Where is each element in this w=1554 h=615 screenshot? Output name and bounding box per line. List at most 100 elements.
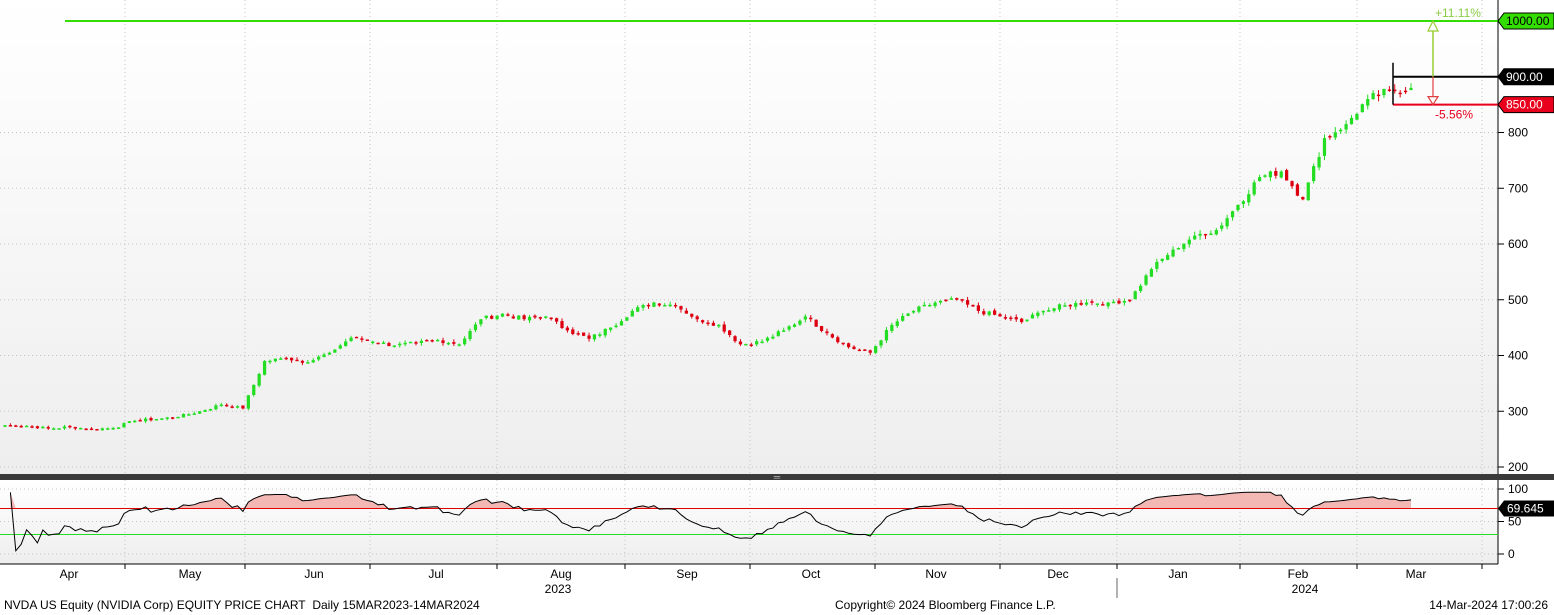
candle-body [122, 423, 126, 428]
candle-body [143, 418, 148, 422]
candle-body [381, 342, 386, 344]
candle-body [1290, 181, 1294, 187]
candle-body [192, 413, 196, 415]
rsi-overbought-fill [10, 492, 1411, 509]
candle-body [625, 317, 629, 321]
candle-body [1371, 93, 1375, 100]
candle-body [1306, 182, 1310, 201]
candle-body [1317, 157, 1321, 168]
candle-body [533, 315, 537, 318]
candle-body [246, 395, 250, 409]
panel-divider-grip[interactable]: ═ [773, 472, 781, 482]
candle-body [792, 324, 797, 327]
candle-body [722, 324, 726, 332]
current-label: 900.00 [1506, 70, 1543, 84]
candle-body [663, 305, 667, 307]
candle-body [1133, 291, 1137, 300]
candle-body [1036, 312, 1040, 316]
candle-body [360, 338, 364, 340]
candle-body [673, 304, 678, 307]
candle-body [214, 405, 218, 410]
year-label: 2024 [1292, 582, 1319, 596]
candle-body [1090, 301, 1094, 303]
price-tick-label: 600 [1508, 237, 1528, 251]
candle-body [1014, 317, 1018, 320]
target-high-tag [1497, 12, 1554, 30]
candle-body [933, 302, 937, 307]
rsi-indicator [0, 491, 1498, 553]
candle-body [3, 425, 7, 427]
candle-body [495, 315, 499, 320]
rsi-value-label: 69.645 [1507, 502, 1544, 516]
candle-body [371, 341, 375, 344]
candle-body [127, 421, 131, 423]
candle-body [1095, 303, 1099, 305]
candle-body [111, 427, 115, 430]
candle-body [1144, 275, 1148, 285]
target-low-label: 850.00 [1506, 98, 1543, 112]
candle-body [863, 349, 867, 351]
candle-body [857, 349, 862, 352]
candle-body [630, 310, 634, 317]
candle-body [52, 428, 56, 430]
candle-body [1166, 255, 1170, 260]
candle-body [268, 360, 272, 363]
candle-body [522, 315, 526, 320]
candle-body [1155, 261, 1159, 269]
candle-body [1101, 304, 1105, 306]
candle-body [208, 408, 213, 411]
candle-body [1295, 184, 1300, 196]
candle-body [1187, 239, 1191, 245]
candle-body [598, 334, 602, 336]
candle-body [1360, 104, 1364, 113]
candle-body [1328, 136, 1332, 138]
candle-body [733, 336, 737, 342]
candle-body [782, 330, 786, 332]
candle-body [1079, 302, 1083, 305]
candle-body [906, 313, 910, 316]
candle-body [1003, 317, 1008, 319]
downside-arrow-head [1426, 96, 1440, 106]
price-tick-label: 700 [1508, 181, 1528, 195]
candle-body [1409, 87, 1413, 91]
panel-divider [0, 474, 1554, 480]
candle-body [1252, 182, 1256, 195]
candle-body [965, 300, 970, 305]
candle-body [116, 427, 121, 429]
candle-body [133, 420, 137, 423]
candle-body [976, 305, 981, 311]
candle-body [652, 302, 656, 307]
month-label: Sep [676, 567, 698, 581]
grid-lines [0, 0, 1504, 569]
candle-body [582, 332, 586, 336]
candle-body [814, 319, 818, 327]
candle-body [841, 342, 845, 345]
candle-body [68, 425, 72, 428]
candle-body [387, 343, 391, 347]
candle-body [441, 340, 445, 344]
candle-body [571, 329, 575, 335]
candle-body [544, 316, 548, 318]
price-tick-label: 500 [1508, 293, 1528, 307]
candle-body [1176, 248, 1181, 250]
candle-body [1387, 89, 1391, 92]
candle-body [679, 306, 683, 310]
candle-body [1068, 304, 1072, 307]
candle-body [1084, 302, 1089, 305]
candle-body [1355, 113, 1359, 120]
candle-body [1220, 225, 1224, 229]
candle-body [874, 346, 878, 353]
price-tick-label: 300 [1508, 404, 1528, 418]
candle-body [771, 336, 775, 339]
candle-body [917, 306, 921, 312]
candle-body [333, 349, 337, 353]
candle-body [1247, 194, 1251, 203]
candle-body [1257, 177, 1262, 182]
candle-body [187, 414, 191, 416]
candle-body [106, 428, 110, 430]
candle-body [1301, 196, 1305, 200]
candle-body [273, 358, 278, 362]
rsi-tick-label: 50 [1508, 515, 1522, 529]
candle-body [1274, 171, 1278, 176]
